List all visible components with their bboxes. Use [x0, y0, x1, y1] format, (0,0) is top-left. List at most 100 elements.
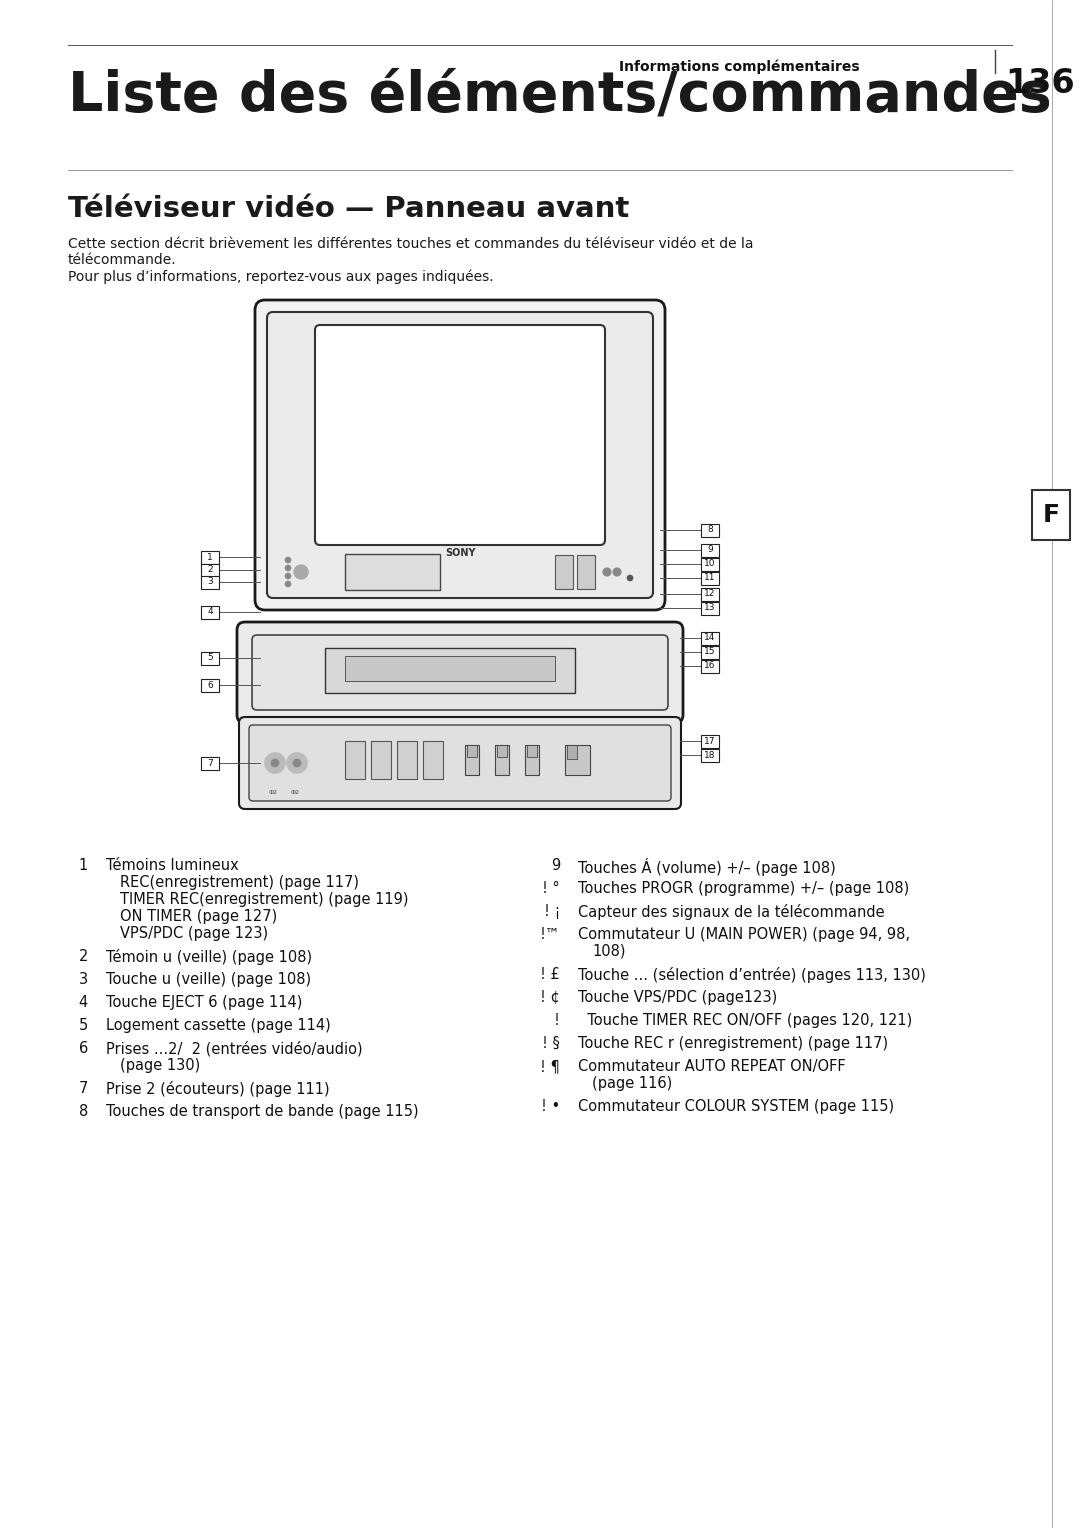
Text: Touches Á (volume) +/– (page 108): Touches Á (volume) +/– (page 108): [578, 859, 836, 876]
Text: 12: 12: [704, 590, 716, 599]
Text: 8: 8: [79, 1105, 87, 1118]
Bar: [567, 746, 577, 759]
FancyBboxPatch shape: [239, 717, 681, 808]
Text: Informations complémentaires: Informations complémentaires: [619, 60, 860, 73]
Text: 4: 4: [207, 608, 213, 616]
Bar: [497, 746, 507, 756]
Text: F: F: [1042, 503, 1059, 527]
Text: Touche EJECT 6 (page 114): Touche EJECT 6 (page 114): [106, 995, 302, 1010]
Bar: [555, 555, 573, 588]
Bar: [345, 656, 555, 681]
Text: 6: 6: [207, 680, 213, 689]
Bar: [701, 645, 719, 659]
FancyBboxPatch shape: [255, 299, 665, 610]
Circle shape: [285, 565, 291, 571]
Bar: [701, 524, 719, 536]
Bar: [701, 631, 719, 645]
Bar: [201, 605, 219, 619]
Text: Capteur des signaux de la télécommande: Capteur des signaux de la télécommande: [578, 905, 885, 920]
Text: ! §: ! §: [542, 1036, 561, 1051]
Text: Touche u (veille) (page 108): Touche u (veille) (page 108): [106, 972, 311, 987]
Text: Φ2: Φ2: [291, 790, 299, 795]
Text: Prises ...2/  2 (entrées vidéo/audio): Prises ...2/ 2 (entrées vidéo/audio): [106, 1041, 363, 1056]
Text: 2: 2: [79, 949, 87, 964]
Bar: [525, 746, 539, 775]
Text: télécommande.: télécommande.: [68, 254, 177, 267]
Text: 10: 10: [704, 559, 716, 568]
FancyBboxPatch shape: [249, 724, 671, 801]
Bar: [1032, 490, 1070, 539]
Text: 14: 14: [704, 634, 716, 642]
Text: 11: 11: [704, 573, 716, 582]
Text: Touche REC r (enregistrement) (page 117): Touche REC r (enregistrement) (page 117): [578, 1036, 888, 1051]
Bar: [201, 678, 219, 692]
Text: 17: 17: [704, 736, 716, 746]
Text: (page 130): (page 130): [120, 1057, 200, 1073]
Bar: [701, 558, 719, 570]
Text: 3: 3: [207, 578, 213, 587]
Text: 18: 18: [704, 750, 716, 759]
Text: SONY: SONY: [445, 549, 475, 558]
FancyBboxPatch shape: [315, 325, 605, 545]
Text: Cette section décrit brièvement les différentes touches et commandes du télévise: Cette section décrit brièvement les diff…: [68, 237, 754, 251]
Text: ! ¡: ! ¡: [543, 905, 561, 918]
Text: ! •: ! •: [541, 1099, 561, 1114]
Text: 13: 13: [704, 604, 716, 613]
Text: Touche ... (sélection d’entrée) (pages 113, 130): Touche ... (sélection d’entrée) (pages 1…: [578, 967, 926, 983]
Bar: [325, 648, 575, 694]
Bar: [201, 550, 219, 564]
Text: !™: !™: [540, 927, 561, 941]
Text: 9: 9: [707, 545, 713, 555]
Bar: [201, 564, 219, 576]
Circle shape: [285, 573, 291, 579]
Bar: [201, 651, 219, 665]
Bar: [201, 576, 219, 588]
Text: (page 116): (page 116): [592, 1076, 672, 1091]
Text: 9: 9: [551, 859, 561, 872]
Text: 4: 4: [79, 995, 87, 1010]
Circle shape: [265, 753, 285, 773]
Bar: [423, 741, 443, 779]
Bar: [701, 544, 719, 556]
Text: 1: 1: [79, 859, 87, 872]
Bar: [577, 555, 595, 588]
Bar: [345, 741, 365, 779]
Text: Prise 2 (écouteurs) (page 111): Prise 2 (écouteurs) (page 111): [106, 1080, 329, 1097]
Text: Témoin u (veille) (page 108): Témoin u (veille) (page 108): [106, 949, 312, 966]
Bar: [701, 602, 719, 614]
Circle shape: [603, 568, 611, 576]
Text: ! °: ! °: [542, 882, 561, 895]
FancyBboxPatch shape: [237, 622, 683, 723]
Circle shape: [293, 759, 301, 767]
Bar: [701, 735, 719, 747]
Text: Témoins lumineux: Témoins lumineux: [106, 859, 239, 872]
Text: 7: 7: [207, 758, 213, 767]
Text: 5: 5: [207, 654, 213, 663]
Text: 15: 15: [704, 648, 716, 657]
Bar: [345, 555, 440, 590]
Text: 6: 6: [79, 1041, 87, 1056]
Text: 3: 3: [79, 972, 87, 987]
Text: ! £: ! £: [540, 967, 561, 983]
Text: REC(enregistrement) (page 117): REC(enregistrement) (page 117): [120, 876, 359, 889]
Circle shape: [285, 558, 291, 562]
Circle shape: [627, 575, 633, 581]
Text: Touche VPS/PDC (page123): Touche VPS/PDC (page123): [578, 990, 778, 1005]
Bar: [372, 741, 391, 779]
Bar: [465, 746, 480, 775]
Text: 136: 136: [1005, 67, 1075, 99]
Text: 2: 2: [207, 565, 213, 575]
Circle shape: [287, 753, 307, 773]
Bar: [701, 749, 719, 761]
Bar: [527, 746, 537, 756]
Text: ON TIMER (page 127): ON TIMER (page 127): [120, 909, 278, 924]
Text: Logement cassette (page 114): Logement cassette (page 114): [106, 1018, 330, 1033]
Bar: [565, 746, 590, 775]
Bar: [701, 660, 719, 672]
FancyBboxPatch shape: [252, 636, 669, 711]
Text: Pour plus d’informations, reportez-vous aux pages indiquées.: Pour plus d’informations, reportez-vous …: [68, 269, 494, 284]
Text: Téléviseur vidéo — Panneau avant: Téléviseur vidéo — Panneau avant: [68, 196, 630, 223]
Text: Touches PROGR (programme) +/– (page 108): Touches PROGR (programme) +/– (page 108): [578, 882, 909, 895]
Bar: [201, 756, 219, 770]
Text: 8: 8: [707, 526, 713, 535]
